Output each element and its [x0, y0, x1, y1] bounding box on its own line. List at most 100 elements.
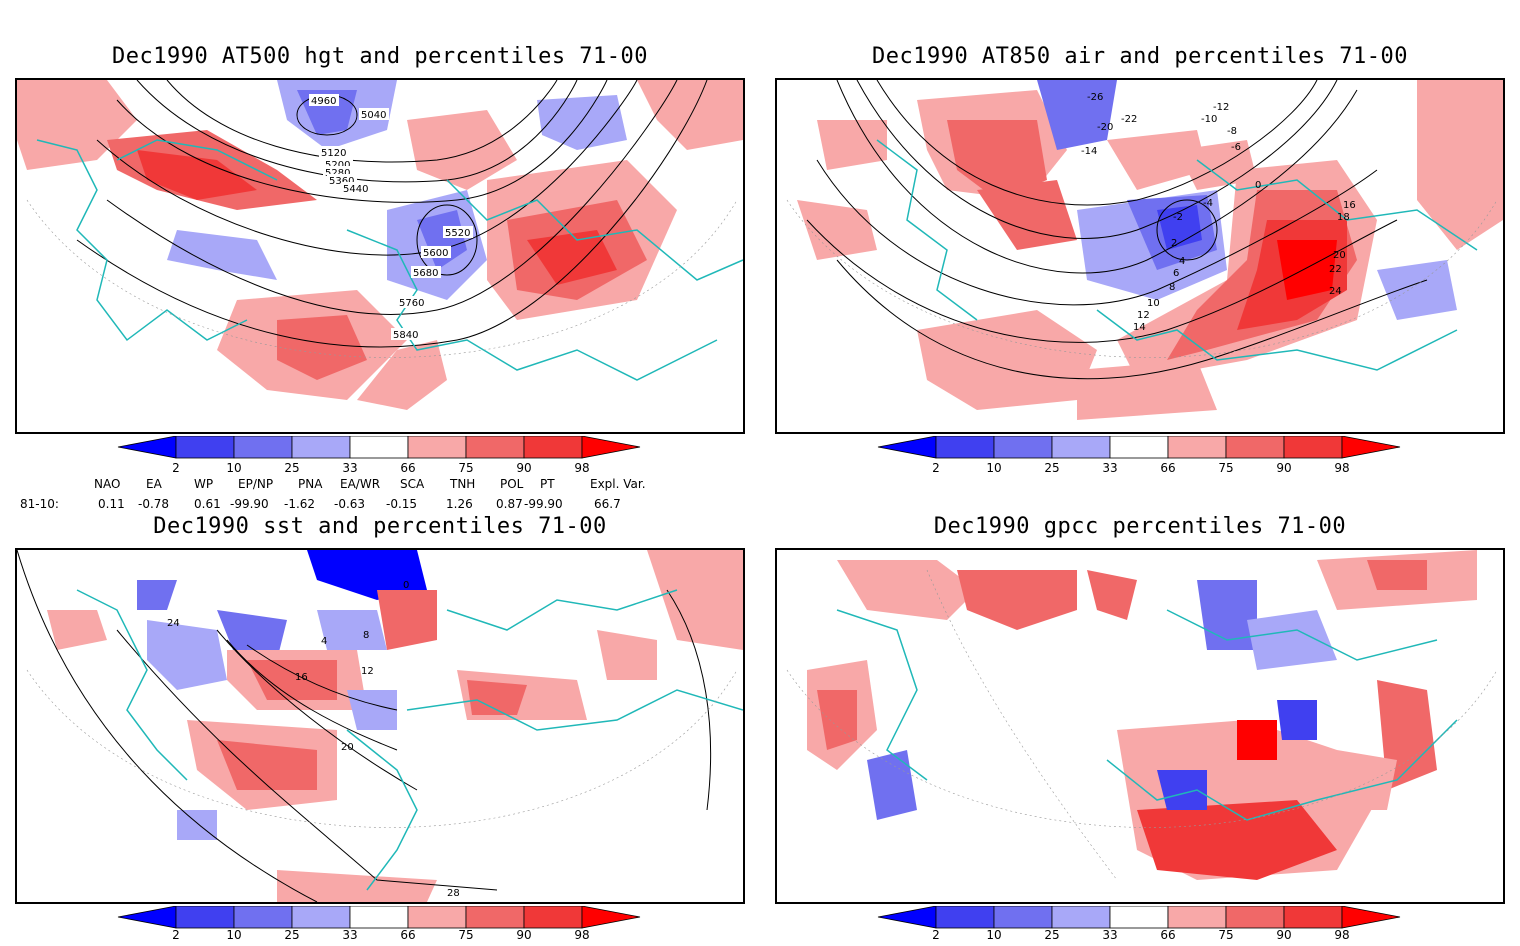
colorbar-label: 90 — [1276, 928, 1291, 942]
contour-label: -8 — [1227, 126, 1237, 137]
index-value: -1.62 — [284, 497, 316, 511]
contour-label: 24 — [1329, 286, 1342, 297]
colorbar-gpcc: 2 10 25 33 66 75 90 98 — [877, 906, 1401, 942]
colorbar-label: 10 — [986, 461, 1001, 475]
contour-label: 5600 — [423, 248, 448, 259]
contour-label: -14 — [1081, 146, 1097, 157]
contour-label: 28 — [447, 888, 460, 899]
panel-title-air850: Dec1990 AT850 air and percentiles 71-00 — [871, 44, 1409, 69]
colorbar-sst: 2 10 25 33 66 75 90 98 — [117, 906, 641, 942]
index-header: TNH — [450, 477, 476, 491]
colorbar-label: 33 — [342, 461, 357, 475]
contour-label: 16 — [295, 672, 308, 683]
map-gpcc-canvas — [786, 550, 1498, 881]
index-header: EA/WR — [340, 477, 381, 491]
contour-label: -12 — [1213, 102, 1229, 113]
colorbar-label: 90 — [1276, 461, 1291, 475]
index-value: -0.15 — [386, 497, 418, 511]
map-air850-canvas: -26 -22 -20 -14 -12 -10 -8 -6 -4 -2 0 2 … — [786, 80, 1503, 420]
colorbar-label: 33 — [342, 928, 357, 942]
colorbar-label: 2 — [932, 461, 940, 475]
contour-label: -20 — [1097, 122, 1113, 133]
colorbar-label: 66 — [1160, 461, 1175, 475]
colorbar-label: 2 — [932, 928, 940, 942]
colorbar-label: 66 — [400, 461, 415, 475]
colorbar-label: 25 — [1044, 461, 1059, 475]
colorbar-label: 10 — [226, 461, 241, 475]
index-header: EP/NP — [238, 477, 274, 491]
colorbar-air850: 2 10 25 33 66 75 90 98 — [877, 436, 1401, 475]
map-hgt500-canvas: 4960 5040 5120 5200 5280 5360 5440 5520 … — [17, 80, 743, 410]
colorbar-label: 90 — [516, 928, 531, 942]
contour-label: -4 — [1203, 198, 1213, 209]
colorbar-label: 10 — [226, 928, 241, 942]
contour-label: 0 — [403, 580, 409, 591]
contour-label: 5520 — [445, 228, 470, 239]
index-header: WP — [194, 477, 214, 491]
index-value: 0.87 — [496, 497, 523, 511]
colorbar-hgt500: 2 10 25 33 66 75 90 98 — [117, 436, 641, 475]
contour-label: 4 — [1179, 256, 1185, 267]
contour-label: 20 — [341, 742, 354, 753]
index-value: -0.78 — [138, 497, 170, 511]
colorbar-label: 10 — [986, 928, 1001, 942]
contour-label: 5360 — [329, 176, 354, 187]
contour-label: 18 — [1337, 212, 1350, 223]
colorbar-label: 2 — [172, 928, 180, 942]
contour-label: 8 — [363, 630, 369, 641]
index-value: 66.7 — [594, 497, 621, 511]
contour-label: 5040 — [361, 110, 386, 121]
contour-label: -2 — [1173, 212, 1183, 223]
contour-label: 10 — [1147, 298, 1160, 309]
contour-label: 12 — [1137, 310, 1150, 321]
contour-label: 0 — [1255, 180, 1261, 191]
contour-label: 5280 — [325, 168, 350, 179]
colorbar-label: 98 — [574, 461, 589, 475]
index-header: PT — [540, 477, 555, 491]
contour-label: 5440 — [343, 184, 368, 195]
index-value: -0.63 — [334, 497, 366, 511]
contour-label: 8 — [1169, 282, 1175, 293]
contour-label: 5680 — [413, 268, 438, 279]
map-sst-canvas: 0 4 8 12 16 20 24 28 — [17, 550, 743, 902]
index-value: 0.11 — [98, 497, 125, 511]
colorbar-label: 25 — [284, 461, 299, 475]
index-header: POL — [500, 477, 524, 491]
map-air850: -26 -22 -20 -14 -12 -10 -8 -6 -4 -2 0 2 … — [775, 78, 1505, 434]
colorbar-label: 66 — [1160, 928, 1175, 942]
colorbar-label: 75 — [458, 461, 473, 475]
index-header: PNA — [298, 477, 323, 491]
contour-label: 5760 — [399, 298, 424, 309]
contour-label: 6 — [1173, 268, 1179, 279]
colorbar-label: 25 — [284, 928, 299, 942]
colorbar-label: 98 — [574, 928, 589, 942]
contour-label: 14 — [1133, 322, 1146, 333]
panel-title-hgt500: Dec1990 AT500 hgt and percentiles 71-00 — [111, 44, 649, 69]
index-row-label: 81-10: — [20, 497, 59, 511]
contour-label: 16 — [1343, 200, 1356, 211]
colorbar-label: 75 — [1218, 461, 1233, 475]
colorbar-label: 75 — [1218, 928, 1233, 942]
contour-label: -26 — [1087, 92, 1103, 103]
panel-title-sst: Dec1990 sst and percentiles 71-00 — [153, 514, 607, 539]
contour-label: 5840 — [393, 330, 418, 341]
contour-label: 22 — [1329, 264, 1342, 275]
colorbar-label: 90 — [516, 461, 531, 475]
map-gpcc — [775, 548, 1505, 904]
colorbar-label: 33 — [1102, 461, 1117, 475]
colorbar-label: 98 — [1334, 461, 1349, 475]
contour-label: 2 — [1171, 238, 1177, 249]
colorbar-label: 98 — [1334, 928, 1349, 942]
contour-label: 24 — [167, 618, 180, 629]
index-value: 1.26 — [446, 497, 473, 511]
index-value: -99.90 — [524, 497, 563, 511]
contour-label: -6 — [1231, 142, 1241, 153]
contour-label: 5200 — [325, 160, 350, 171]
index-value: -99.90 — [230, 497, 269, 511]
map-sst: 0 4 8 12 16 20 24 28 — [15, 548, 745, 904]
contour-label: 4960 — [311, 96, 336, 107]
index-header: SCA — [400, 477, 425, 491]
panel-title-gpcc: Dec1990 gpcc percentiles 71-00 — [933, 514, 1347, 539]
colorbar-label: 75 — [458, 928, 473, 942]
colorbar-label: 2 — [172, 461, 180, 475]
